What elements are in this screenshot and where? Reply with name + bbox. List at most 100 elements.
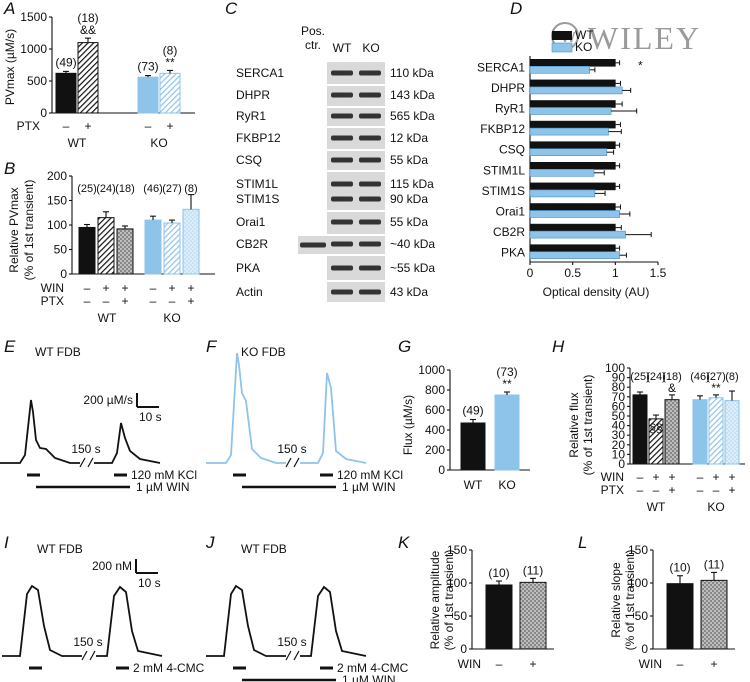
d-category-label: STIM1S [482, 184, 525, 198]
d-legend-swatch-ko [551, 42, 573, 53]
panel-label-a: A [3, 0, 15, 18]
j-drug-label: 1 µM WIN [342, 673, 396, 682]
c-blot-panel [327, 282, 385, 302]
c-band-wt [331, 241, 353, 247]
h-y-tick-label: 100 [605, 361, 625, 375]
h-n-label: (18) [662, 371, 682, 383]
b-win-sign: – [150, 281, 157, 295]
panel-label-e: E [4, 337, 16, 356]
h-ptx-sign: – [653, 483, 660, 497]
h-ptx-sign: + [668, 483, 675, 497]
d-bar-ko [529, 107, 612, 115]
h-ptx-sign: – [713, 483, 720, 497]
b-bar [78, 226, 96, 275]
c-blot-panel [327, 62, 385, 84]
a-ptx-sign: – [63, 119, 70, 133]
e-break-mark [87, 457, 94, 468]
h-n-label: (25) [630, 371, 650, 383]
c-band-ko [359, 289, 381, 295]
b-bar [97, 217, 115, 275]
f-stim-label: 120 mM KCl [337, 468, 403, 482]
i-break-mark [81, 650, 88, 661]
h-n-label: (27) [706, 371, 726, 383]
h-group-label: KO [707, 500, 724, 514]
c-band-ko [359, 113, 381, 119]
d-x-tick-label: 0.5 [564, 266, 581, 280]
k-n-label: (10) [488, 566, 509, 580]
c-size-label: 43 kDa [390, 285, 428, 299]
h-y-tick-label: 80 [612, 380, 626, 394]
d-bar-ko [529, 230, 626, 239]
d-x-tick-label: 1 [612, 266, 619, 280]
l-y-tick-label: 100 [628, 576, 648, 590]
d-category-label: FKBP12 [480, 122, 525, 136]
g-y-tick-label: 1000 [418, 363, 445, 377]
k-y-tick-label: 100 [447, 576, 467, 590]
a-group-label: KO [150, 136, 167, 150]
g-y-tick-label: 400 [425, 423, 445, 437]
g-sig-label: ** [502, 377, 512, 391]
h-win-label: WIN [601, 470, 624, 484]
b-n-label: (27) [162, 183, 182, 195]
b-win-sign: + [187, 281, 194, 295]
l-bar [700, 579, 728, 650]
c-blot-panel [327, 108, 385, 126]
f-trace-line [206, 352, 367, 464]
panel-label-h: H [552, 337, 565, 356]
c-band-wt [331, 265, 353, 271]
panel-c-western-blot: C Pos.ctr. WT KO SERCA1 110 kDa DHPR 143 kDa RyR… [225, 0, 435, 302]
c-size-label: 110 kDa [390, 66, 434, 80]
h-y-axis-title: Relative flux [567, 392, 581, 457]
i-trace-title: WT FDB [37, 542, 83, 556]
l-y-tick-label: 50 [635, 609, 649, 623]
b-ptx-label: PTX [41, 294, 64, 308]
b-win-label: WIN [41, 281, 64, 295]
b-y-tick-label: 50 [54, 243, 68, 257]
c-protein-label: FKBP12 [236, 131, 281, 145]
c-band-wt [331, 157, 353, 163]
c-band-wt [331, 70, 353, 76]
h-sig-label: ** [711, 381, 721, 395]
c-blot-panel [327, 128, 385, 149]
b-ptx-sign: – [103, 294, 110, 308]
a-y-tick-label: 500 [27, 74, 47, 88]
l-y-axis-title: Relative slope [609, 562, 623, 638]
f-break-mark [285, 457, 292, 468]
b-n-label: (46) [143, 183, 163, 195]
l-win-sign: – [677, 657, 684, 671]
d-category-label: CB2R [493, 225, 525, 239]
d-bar-wt [529, 100, 616, 108]
d-category-label: RyR1 [495, 102, 525, 116]
d-bar-ko [529, 66, 591, 74]
d-category-label: CSQ [499, 143, 525, 157]
h-sig-label: & [668, 381, 676, 395]
i-scale-y-label: 200 nM [92, 559, 132, 573]
l-n-label: (10) [669, 561, 690, 575]
b-win-sign: + [102, 281, 109, 295]
g-y-axis-title: Flux (µM/s) [401, 395, 415, 455]
h-y-tick-label: 50 [612, 409, 626, 423]
f-trace-title: KO FDB [241, 345, 286, 359]
h-y-tick-label: 0 [618, 457, 625, 471]
c-col-pos-2: ctr. [305, 38, 321, 52]
panel-label-d: D [510, 0, 522, 18]
d-sig-label: * [638, 58, 643, 72]
g-n-label: (73) [496, 365, 517, 379]
e-gap-label: 150 s [71, 442, 100, 456]
g-y-tick-label: 0 [438, 463, 445, 477]
d-bar-ko [529, 127, 609, 136]
a-y-axis-title: PVmax (µM/s) [3, 29, 17, 105]
h-y-axis-title-2: (% of 1st transient) [581, 375, 595, 476]
l-win-sign: + [710, 657, 717, 671]
h-win-sign: + [712, 470, 719, 484]
d-bar-wt [529, 203, 616, 211]
d-bar-ko [529, 210, 620, 218]
d-x-tick-label: 0 [527, 266, 534, 280]
j-trace-title: WT FDB [241, 542, 287, 556]
d-category-label: DHPR [491, 81, 525, 95]
f-break-mark [293, 457, 300, 468]
b-bar [116, 228, 134, 275]
c-band-ko [359, 196, 381, 202]
a-n-label: (49) [55, 55, 76, 69]
